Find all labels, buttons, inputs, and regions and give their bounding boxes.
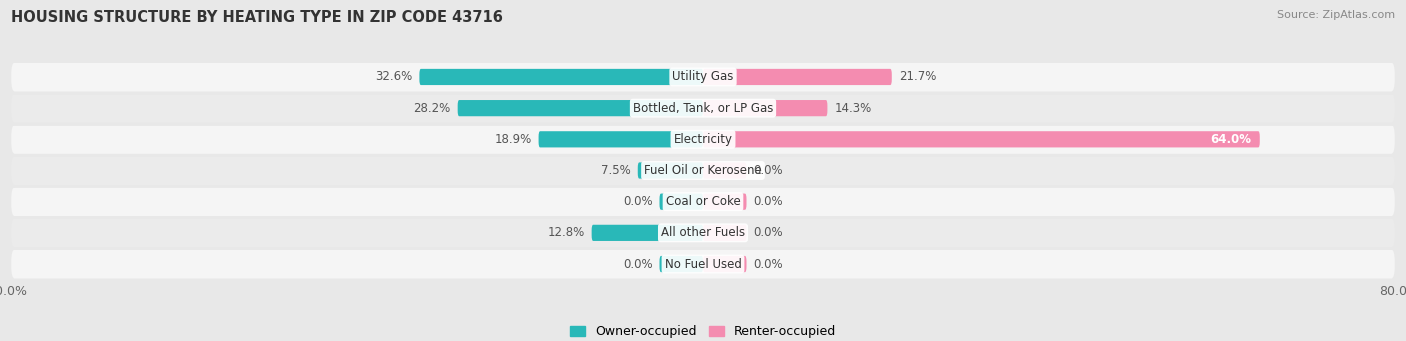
Text: Coal or Coke: Coal or Coke [665, 195, 741, 208]
Text: Electricity: Electricity [673, 133, 733, 146]
FancyBboxPatch shape [703, 194, 747, 210]
FancyBboxPatch shape [659, 256, 703, 272]
Text: 7.5%: 7.5% [600, 164, 631, 177]
FancyBboxPatch shape [703, 131, 1260, 147]
Text: Utility Gas: Utility Gas [672, 71, 734, 84]
Text: 14.3%: 14.3% [834, 102, 872, 115]
FancyBboxPatch shape [11, 94, 1395, 123]
FancyBboxPatch shape [703, 256, 747, 272]
FancyBboxPatch shape [419, 69, 703, 85]
Text: 0.0%: 0.0% [754, 195, 783, 208]
Text: Fuel Oil or Kerosene: Fuel Oil or Kerosene [644, 164, 762, 177]
Text: 0.0%: 0.0% [754, 226, 783, 239]
Text: HOUSING STRUCTURE BY HEATING TYPE IN ZIP CODE 43716: HOUSING STRUCTURE BY HEATING TYPE IN ZIP… [11, 10, 503, 25]
Text: All other Fuels: All other Fuels [661, 226, 745, 239]
Text: 0.0%: 0.0% [623, 195, 652, 208]
FancyBboxPatch shape [703, 225, 747, 241]
Text: Source: ZipAtlas.com: Source: ZipAtlas.com [1277, 10, 1395, 20]
FancyBboxPatch shape [11, 187, 1395, 216]
Text: Bottled, Tank, or LP Gas: Bottled, Tank, or LP Gas [633, 102, 773, 115]
Text: 0.0%: 0.0% [623, 257, 652, 270]
Text: 12.8%: 12.8% [547, 226, 585, 239]
FancyBboxPatch shape [458, 100, 703, 116]
FancyBboxPatch shape [11, 125, 1395, 154]
FancyBboxPatch shape [11, 156, 1395, 185]
FancyBboxPatch shape [11, 62, 1395, 91]
FancyBboxPatch shape [592, 225, 703, 241]
FancyBboxPatch shape [11, 218, 1395, 247]
FancyBboxPatch shape [538, 131, 703, 147]
FancyBboxPatch shape [703, 100, 827, 116]
Text: 28.2%: 28.2% [413, 102, 451, 115]
Text: No Fuel Used: No Fuel Used [665, 257, 741, 270]
FancyBboxPatch shape [703, 69, 891, 85]
FancyBboxPatch shape [659, 194, 703, 210]
Text: 18.9%: 18.9% [495, 133, 531, 146]
Text: 32.6%: 32.6% [375, 71, 412, 84]
Text: 64.0%: 64.0% [1211, 133, 1251, 146]
FancyBboxPatch shape [638, 162, 703, 179]
Text: 0.0%: 0.0% [754, 257, 783, 270]
Legend: Owner-occupied, Renter-occupied: Owner-occupied, Renter-occupied [565, 320, 841, 341]
Text: 21.7%: 21.7% [898, 71, 936, 84]
FancyBboxPatch shape [11, 250, 1395, 279]
FancyBboxPatch shape [703, 162, 747, 179]
Text: 0.0%: 0.0% [754, 164, 783, 177]
